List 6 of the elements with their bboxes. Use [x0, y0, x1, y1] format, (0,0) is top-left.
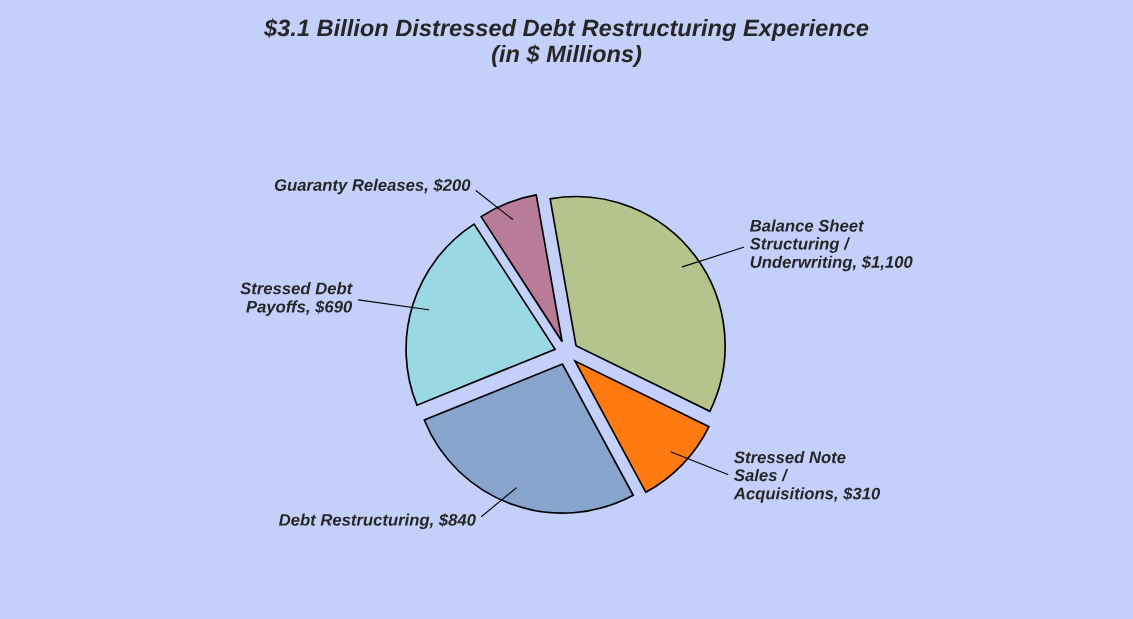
slice-label: Debt Restructuring, $840 [278, 513, 476, 530]
slice-label: Stressed Note Sales / Acquisitions, $310 [733, 450, 881, 503]
slice-label: Balance Sheet Structuring / Underwriting, $1,100 [749, 219, 913, 272]
slice-label: Guaranty Releases, $200 [274, 178, 471, 195]
slice-label: Stressed Debt Payoffs, $690 [240, 282, 353, 316]
chart-title: $3.1 Billion Distressed Debt Restructuring Experience (in $ Millions) [263, 18, 869, 67]
